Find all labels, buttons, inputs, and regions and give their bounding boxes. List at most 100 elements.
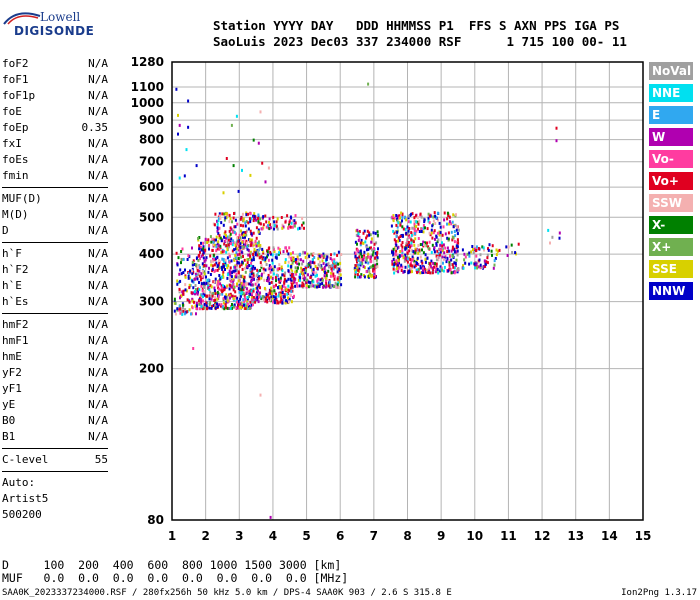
echo-point [325, 276, 327, 280]
echo-point [325, 263, 328, 267]
echo-point [223, 218, 226, 222]
echo-point [414, 214, 417, 218]
echo-point [447, 231, 450, 235]
echo-point [454, 262, 457, 265]
echo-point [440, 248, 443, 252]
echo-point [419, 266, 422, 270]
echo-point [198, 299, 200, 303]
echo-point [486, 256, 489, 260]
echo-point [272, 215, 275, 219]
echo-point [449, 254, 451, 258]
echo-point [225, 293, 228, 297]
echo-point [252, 289, 255, 293]
echo-point [309, 275, 312, 279]
echo-point [406, 251, 409, 255]
echo-point [426, 227, 429, 231]
echo-point [283, 295, 286, 299]
echo-point [297, 278, 300, 282]
echo-point [226, 256, 229, 260]
echo-point [446, 250, 449, 253]
echo-point [202, 295, 204, 299]
echo-point [331, 258, 334, 262]
d-row: D 100 200 400 600 800 1000 1500 3000 [km… [2, 558, 342, 572]
param-value: N/A [88, 430, 108, 443]
echo-point [358, 259, 361, 263]
echo-point [455, 246, 458, 250]
echo-point [236, 236, 239, 240]
echo-point [276, 227, 279, 231]
echo-point [234, 253, 237, 257]
echo-point [302, 250, 305, 254]
echo-point [394, 268, 397, 272]
echo-point [273, 250, 276, 253]
echo-point [180, 272, 183, 276]
echo-point [283, 278, 286, 282]
echo-point [486, 261, 489, 265]
echo-point [272, 272, 275, 276]
echo-point [363, 229, 366, 233]
echo-point [191, 246, 193, 250]
echo-point [468, 262, 471, 266]
echo-point [398, 257, 400, 261]
echo-point [240, 229, 242, 233]
echo-point [298, 226, 301, 230]
echo-point [272, 300, 274, 304]
echo-point [330, 253, 332, 257]
echo-point [239, 245, 242, 249]
echo-point [375, 241, 378, 245]
echo-point [229, 226, 232, 230]
echo-point [277, 246, 280, 250]
echo-point [455, 213, 457, 217]
echo-point [205, 304, 208, 308]
echo-point [258, 295, 261, 299]
echo-point [494, 257, 497, 260]
echo-point [198, 307, 201, 311]
echo-point [233, 265, 235, 269]
echo-point [259, 295, 262, 299]
echo-point [252, 243, 255, 247]
echo-point [258, 252, 261, 256]
echo-point [224, 239, 227, 243]
echo-point [327, 255, 330, 259]
echo-point [293, 294, 295, 298]
param-row: h`F2 N/A [2, 262, 108, 278]
echo-point [223, 260, 226, 264]
echo-point [358, 236, 361, 240]
outlier-point [225, 157, 228, 160]
echo-point [218, 226, 221, 230]
echo-point [241, 267, 244, 271]
echo-point [290, 300, 293, 304]
echo-point [230, 285, 233, 289]
echo-point [451, 220, 454, 224]
echo-point [418, 248, 421, 252]
echo-point [412, 250, 415, 254]
outlier-point [261, 161, 264, 165]
echo-point [285, 279, 288, 283]
echo-point [414, 264, 417, 268]
echo-point [428, 231, 431, 235]
echo-point [187, 276, 190, 280]
echo-point [260, 265, 263, 269]
echo-point [228, 307, 231, 310]
echo-point [337, 281, 340, 285]
echo-point [307, 262, 310, 266]
echo-point [392, 219, 395, 223]
echo-point [205, 264, 208, 268]
header-line-1: Station YYYY DAY DDD HHMMSS P1 FFS S AXN… [213, 18, 620, 33]
echo-point [305, 285, 308, 289]
echo-point [424, 241, 427, 245]
echo-point [263, 278, 266, 282]
echo-point [376, 265, 379, 269]
echo-point [450, 249, 453, 253]
echo-point [214, 269, 217, 272]
echo-point [220, 303, 223, 307]
echo-point [426, 241, 428, 245]
outlier-point [241, 168, 243, 172]
echo-point [331, 264, 334, 268]
echo-point [267, 258, 270, 262]
echo-point [215, 261, 218, 265]
echo-point [401, 233, 404, 237]
echo-point [253, 250, 256, 254]
echo-point [222, 223, 225, 227]
